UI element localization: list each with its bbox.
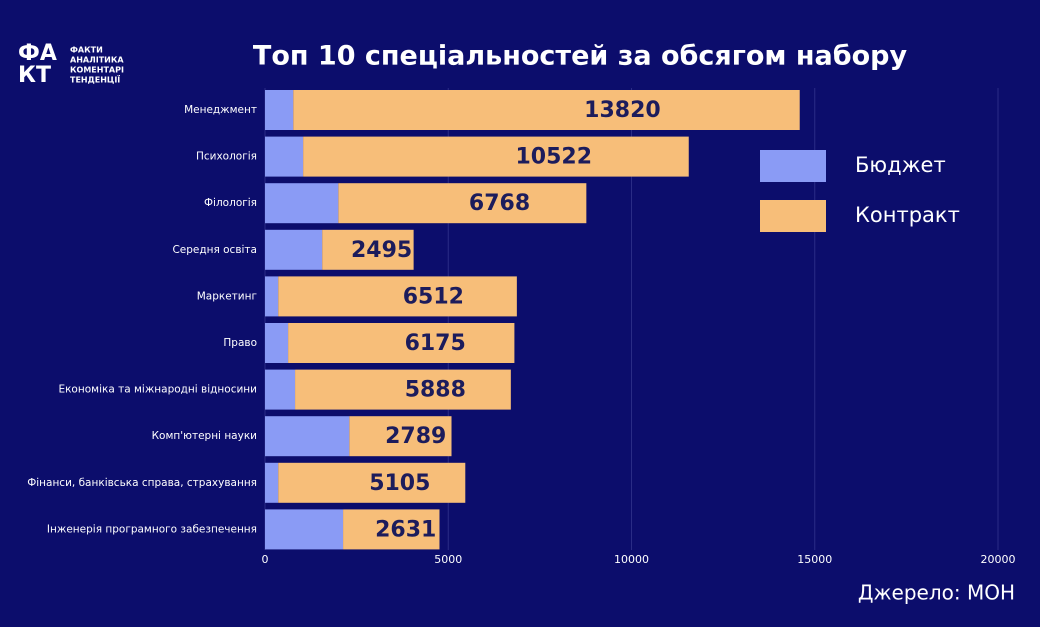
data-label: 2495 [351,238,412,263]
bar-segment [265,136,304,177]
bar-segment [338,183,587,224]
y-tick-label: Економіка та міжнародні відносини [58,384,257,396]
y-tick-label: Середня освіта [172,244,257,256]
data-label: 6175 [405,331,466,356]
legend-swatch [760,150,826,182]
logo-text: АНАЛІТИКА [70,56,124,65]
bar-segment [265,90,294,130]
y-tick-label: Психологія [196,151,257,163]
legend-swatch [760,200,826,232]
logo-mark: КТ [18,63,51,88]
y-tick-label: Фінанси, банківська справа, страхування [27,477,257,489]
bar-segment [265,509,344,550]
y-tick-label: Менеджмент [184,104,257,116]
bar-segment [322,229,414,270]
bar-segment [265,323,289,363]
legend-label: Бюджет [855,153,946,177]
y-tick-label: Маркетинг [197,290,257,302]
x-tick-label: 0 [262,553,269,566]
data-label: 6768 [469,191,530,216]
x-tick-label: 20000 [981,553,1016,566]
y-tick-label: Інженерія програмного забезпечення [47,523,257,535]
data-label: 5888 [405,378,466,403]
bar-segment [293,90,800,130]
x-tick-label: 15000 [797,553,832,566]
source: Джерело: МОН [858,581,1015,605]
data-label: 6512 [403,284,464,309]
data-label: 2631 [375,517,436,542]
x-tick-label: 10000 [614,553,649,566]
bar-segment [278,462,466,503]
bar-segment [265,183,339,224]
y-tick-label: Комп'ютерні науки [152,430,257,442]
bar-segment [265,276,279,317]
y-tick-label: Право [223,337,257,349]
bar-segment [265,416,350,457]
data-label: 5105 [369,471,430,496]
bar-segment [288,323,515,363]
logo-mark: ФА [18,41,57,66]
chart-title: Топ 10 спеціальностей за обсягом набору [253,41,908,72]
y-tick-label: Філологія [204,197,257,209]
logo-text: ФАКТИ [70,46,103,55]
bar-segment [265,229,323,270]
bar-segment [303,136,689,177]
bar-segment [278,276,517,317]
bar-segment [295,369,511,410]
legend-label: Контракт [855,203,960,227]
logo-text: ТЕНДЕНЦІЇ [70,75,120,85]
bar-segment [349,416,452,457]
data-label: 10522 [516,145,593,170]
data-label: 13820 [584,98,661,123]
x-tick-label: 5000 [434,553,462,566]
data-label: 2789 [385,424,446,449]
bar-segment [343,509,440,550]
logo-text: КОМЕНТАРІ [70,66,124,75]
bar-segment [265,369,296,410]
bar-segment [265,462,279,503]
